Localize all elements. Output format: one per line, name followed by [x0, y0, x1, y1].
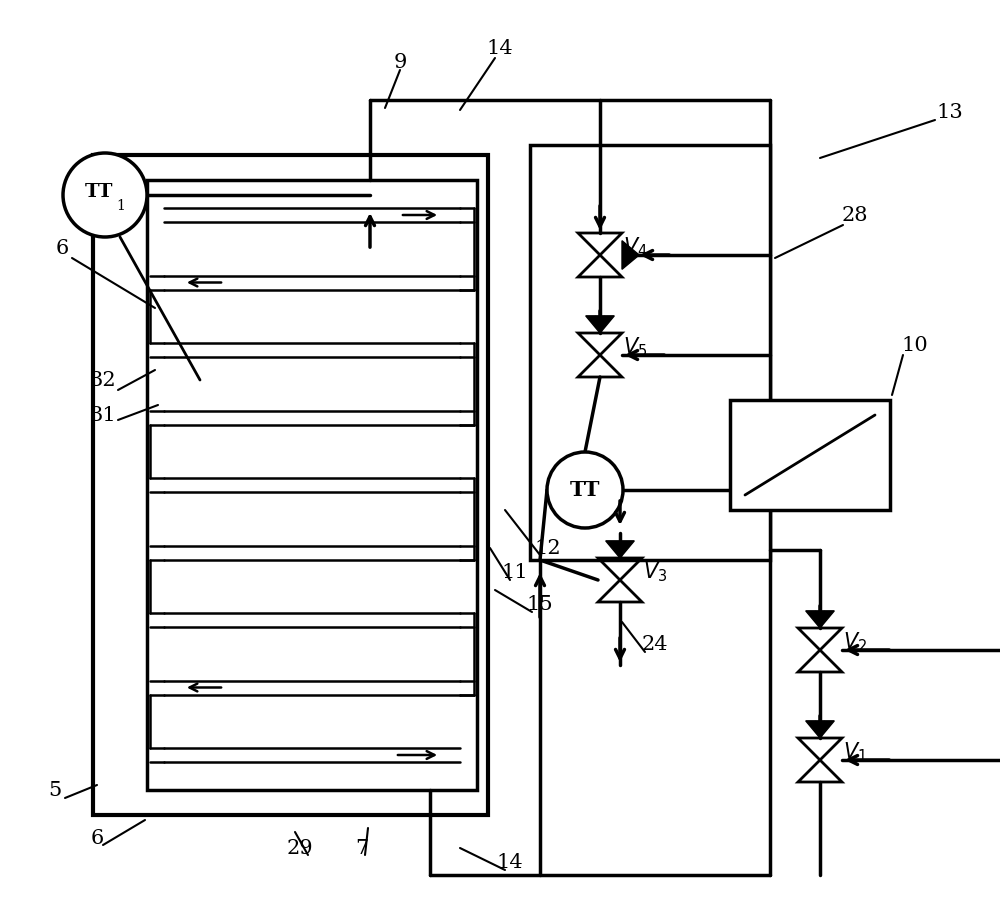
Text: 31: 31: [90, 405, 116, 425]
Circle shape: [63, 153, 147, 237]
Text: 10: 10: [902, 335, 928, 354]
Text: $V_4$: $V_4$: [623, 236, 647, 258]
Text: 6: 6: [55, 238, 69, 257]
Text: 32: 32: [90, 371, 116, 390]
Text: 15: 15: [527, 595, 553, 614]
Text: TT: TT: [570, 480, 600, 500]
Polygon shape: [806, 611, 834, 628]
Circle shape: [547, 452, 623, 528]
Text: 28: 28: [842, 205, 868, 225]
Text: $V_5$: $V_5$: [623, 335, 647, 359]
Polygon shape: [606, 540, 634, 558]
Text: 1: 1: [117, 199, 125, 213]
Text: 6: 6: [90, 828, 104, 847]
Text: 11: 11: [502, 562, 528, 582]
Text: 7: 7: [355, 838, 369, 857]
Text: 29: 29: [287, 838, 313, 857]
Text: 14: 14: [487, 38, 513, 58]
Text: 13: 13: [937, 102, 963, 121]
Text: $V_3$: $V_3$: [643, 561, 667, 583]
Text: 14: 14: [497, 853, 523, 872]
Polygon shape: [806, 721, 834, 738]
Bar: [147, 180, 477, 790]
Text: TT: TT: [85, 183, 113, 201]
Text: 9: 9: [393, 53, 407, 71]
Bar: [93, 155, 488, 815]
Polygon shape: [622, 241, 639, 269]
Polygon shape: [586, 316, 614, 333]
Bar: [730, 400, 890, 510]
Text: 5: 5: [48, 781, 62, 800]
Text: 24: 24: [642, 635, 668, 655]
Text: $V_2$: $V_2$: [843, 630, 867, 654]
Text: $V_1$: $V_1$: [843, 740, 867, 764]
Bar: [530, 145, 770, 560]
Text: 12: 12: [535, 539, 561, 558]
